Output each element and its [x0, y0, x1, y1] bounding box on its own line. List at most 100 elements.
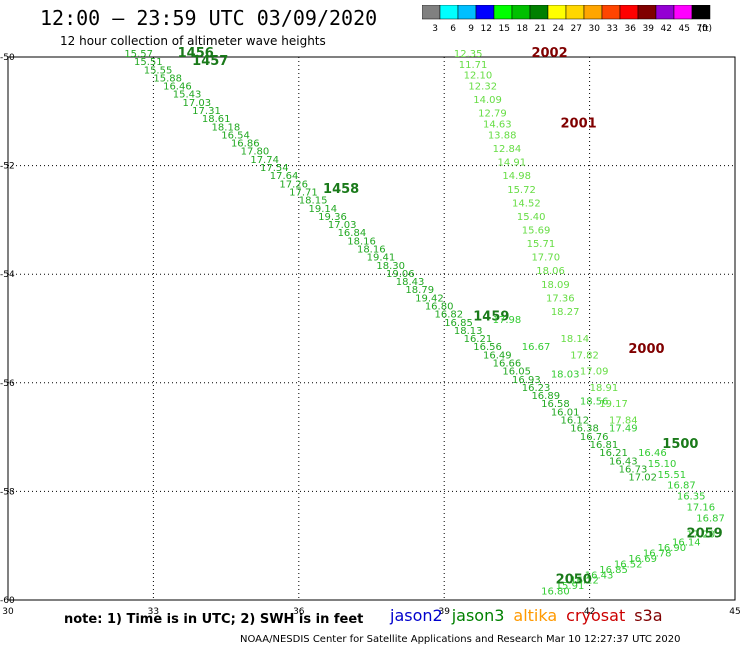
- wave-height-value: 16.49: [483, 350, 512, 361]
- wave-height-value: 18.56: [580, 397, 609, 408]
- wave-height-value: 17.36: [546, 293, 575, 304]
- wave-height-value: 15.72: [507, 185, 536, 196]
- legend-label: 21: [535, 24, 546, 34]
- legend-label: 70: [697, 24, 709, 34]
- wave-height-value: 17.49: [609, 424, 638, 435]
- wave-height-value: 16.54: [221, 130, 250, 141]
- wave-height-value: 16.46: [163, 82, 192, 93]
- legend-units: (ft): [698, 24, 712, 34]
- legend-label: 36: [625, 24, 637, 34]
- wave-height-value: 11.71: [459, 60, 488, 71]
- wave-height-value: 16.01: [551, 407, 580, 418]
- wave-height-value: 16.87: [667, 481, 696, 492]
- wave-height-value: 16.93: [512, 375, 541, 386]
- wave-height-value: 15.55: [144, 65, 173, 76]
- wave-height-value: 16.84: [338, 228, 367, 239]
- wave-height-value: 16.43: [609, 456, 638, 467]
- satellite-name-s3a: s3a: [634, 606, 663, 625]
- wave-height-value: 17.16: [687, 502, 716, 513]
- pass-time-label: 2050: [556, 573, 592, 588]
- wave-height-value: 15.91: [556, 581, 585, 592]
- legend-label: 3: [432, 24, 438, 34]
- wave-height-value: 14.52: [512, 198, 541, 209]
- wave-height-value: 18.43: [396, 277, 425, 288]
- wave-height-value: 19.06: [386, 269, 415, 280]
- footer-credit: NOAA/NESDIS Center for Satellite Applica…: [240, 634, 681, 645]
- wave-height-value: 16.46: [638, 448, 667, 459]
- wave-height-value: 16.87: [696, 513, 725, 524]
- wave-height-value: 16.21: [599, 448, 628, 459]
- wave-height-value: 18.14: [561, 334, 590, 345]
- plot-frame: [7, 56, 736, 601]
- chart-title: 12:00 — 23:59 UTC 03/09/2020: [40, 6, 378, 30]
- wave-height-value: 18.15: [299, 196, 328, 207]
- note-text: note: 1) Time is in UTC; 2) SWH is in fe…: [64, 612, 364, 627]
- wave-height-value: 12.79: [478, 109, 507, 120]
- x-tick-label: 42: [584, 607, 595, 617]
- wave-height-value: 17.71: [289, 187, 318, 198]
- legend-label: 45: [679, 24, 690, 34]
- wave-height-value: 12.32: [468, 82, 497, 93]
- satellite-name-cryosat: cryosat: [566, 606, 626, 625]
- wave-height-value: 16.76: [580, 432, 609, 443]
- wave-height-value: 18.79: [405, 285, 434, 296]
- wave-height-value: 12.35: [454, 49, 483, 60]
- legend-label: 39: [643, 24, 655, 34]
- wave-height-value: 17.98: [493, 315, 522, 326]
- legend-label: 6: [450, 24, 456, 34]
- wave-height-value: 16.85: [599, 565, 628, 576]
- x-tick-label: 45: [729, 607, 740, 617]
- legend-label: 27: [571, 24, 582, 34]
- wave-height-value: 18.06: [536, 266, 565, 277]
- wave-height-value: 16.80: [541, 587, 570, 598]
- x-tick-label: 33: [148, 607, 159, 617]
- wave-height-value: 16.12: [561, 416, 590, 427]
- satellite-name-jason3: jason3: [451, 606, 505, 625]
- wave-height-value: 16.78: [643, 549, 672, 560]
- wave-height-value: 16.43: [585, 570, 614, 581]
- x-tick-label: 36: [293, 607, 305, 617]
- wave-height-value: 17.09: [580, 367, 609, 378]
- wave-height-value: 16.56: [473, 342, 502, 353]
- wave-height-value: 15.10: [648, 459, 677, 470]
- y-tick-label: -54: [0, 270, 15, 280]
- wave-height-value: 16.23: [522, 383, 551, 394]
- wave-height-value: 19.36: [318, 212, 347, 223]
- wave-height-value: 17.03: [328, 220, 357, 231]
- wave-height-value: 14.91: [498, 158, 527, 169]
- wave-height-value: 16.80: [425, 301, 454, 312]
- wave-height-value: 16.14: [672, 538, 701, 549]
- wave-height-value: 17.70: [531, 253, 560, 264]
- wave-height-value: 17.64: [270, 171, 299, 182]
- legend-label: 30: [589, 24, 601, 34]
- legend-label: 12: [481, 24, 492, 34]
- wave-height-value: 16.82: [435, 310, 464, 321]
- satellite-name-jason2: jason2: [390, 606, 443, 625]
- y-tick-label: -50: [0, 53, 15, 63]
- wave-height-value: 18.61: [202, 114, 231, 125]
- wave-height-value: 18.13: [454, 326, 483, 337]
- chart-subtitle: 12 hour collection of altimeter wave hei…: [60, 34, 326, 48]
- y-tick-label: -58: [0, 487, 15, 497]
- wave-height-value: 12.84: [493, 144, 522, 155]
- color-legend: 3 6 9 12 15 18 21 24 27 30 33 36 39 42 45 70(ft): [422, 5, 712, 34]
- wave-height-value: 18.27: [551, 307, 580, 318]
- wave-height-value: 12.10: [464, 71, 493, 82]
- legend-label: 33: [607, 24, 618, 34]
- wave-height-value: 19.17: [599, 399, 628, 410]
- wave-height-value: 17.02: [628, 473, 657, 484]
- wave-height-value: 18.91: [590, 383, 619, 394]
- wave-height-value: 17.80: [241, 147, 270, 158]
- legend-label: 24: [553, 24, 565, 34]
- pass-time-label: 2001: [561, 117, 597, 132]
- wave-height-value: 19.41: [367, 253, 396, 264]
- wave-height-value: 17.31: [192, 106, 221, 117]
- wave-height-value: 16.73: [619, 464, 648, 475]
- satellite-legend: jason2 jason3 altika cryosat s3a: [390, 606, 672, 625]
- x-tick-label: 30: [2, 607, 14, 617]
- wave-height-value: 17.20: [687, 530, 716, 541]
- x-tick-label: 39: [438, 607, 450, 617]
- wave-height-value: 13.88: [488, 130, 517, 141]
- wave-height-value: 15.71: [527, 239, 556, 250]
